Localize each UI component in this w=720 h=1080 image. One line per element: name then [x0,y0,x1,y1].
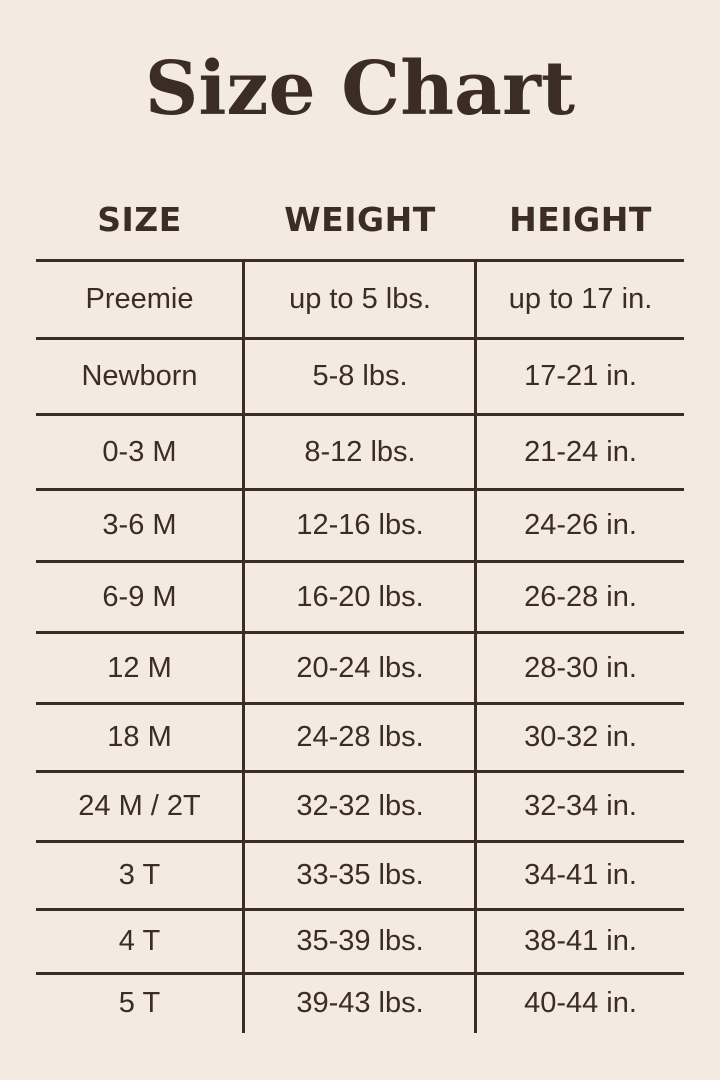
table-cell: 40-44 in. [524,987,637,1019]
table-cell: 24-26 in. [524,509,637,541]
row-divider [36,560,684,563]
row-divider [36,631,684,634]
table-cell: 0-3 M [102,436,177,468]
row-divider [36,337,684,340]
table-cell: 4 T [118,925,161,957]
table-cell: up to 5 lbs. [289,283,431,315]
table-cell: 32-32 lbs. [296,790,424,822]
table-cell: 6-9 M [102,581,177,613]
row-divider [36,972,684,975]
table-cell: Preemie [85,283,194,315]
table-cell: 24 M / 2T [78,790,201,822]
row-divider [36,770,684,773]
table-cell: 35-39 lbs. [296,925,424,957]
table-cell: 3-6 M [102,509,177,541]
page-title: Size Chart [144,46,576,132]
table-cell: 8-12 lbs. [304,436,416,468]
table-cell: 21-24 in. [524,436,637,468]
row-divider [36,702,684,705]
row-divider [36,488,684,491]
table-cell: Newborn [81,360,198,392]
row-divider [36,259,684,262]
column-header: HEIGHT [509,200,652,239]
table-cell: 33-35 lbs. [296,859,424,891]
table-cell: 38-41 in. [524,925,637,957]
column-divider [242,260,245,1033]
table-cell: 17-21 in. [524,360,637,392]
table-cell: 32-34 in. [524,790,637,822]
table-cell: 34-41 in. [524,859,637,891]
table-cell: 39-43 lbs. [296,987,424,1019]
table-cell: 30-32 in. [524,721,637,753]
table-cell: 28-30 in. [524,652,637,684]
table-cell: 26-28 in. [524,581,637,613]
row-divider [36,840,684,843]
table-cell: 12-16 lbs. [296,509,424,541]
column-divider [474,260,477,1033]
table-cell: 12 M [107,652,172,684]
table-cell: 5 T [118,987,161,1019]
column-header: SIZE [97,200,182,239]
table-cell: 24-28 lbs. [296,721,424,753]
table-cell: 5-8 lbs. [312,360,408,392]
table-cell: 16-20 lbs. [296,581,424,613]
table-cell: up to 17 in. [508,283,653,315]
column-header: WEIGHT [284,200,436,239]
table-cell: 18 M [107,721,172,753]
row-divider [36,413,684,416]
table-cell: 3 T [118,859,161,891]
row-divider [36,908,684,911]
table-cell: 20-24 lbs. [296,652,424,684]
